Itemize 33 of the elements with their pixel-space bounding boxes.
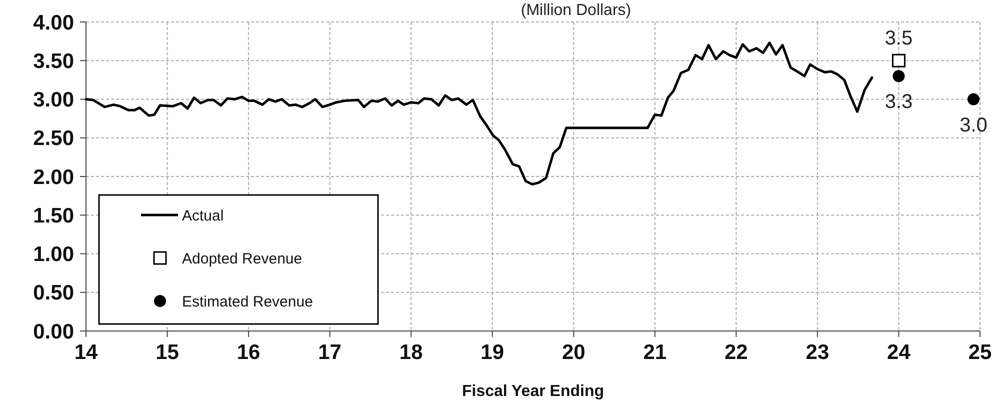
y-tick-label: 0.50	[33, 282, 74, 305]
point	[892, 54, 906, 68]
x-tick-label: 18	[399, 341, 424, 364]
y-tick-label: 3.00	[33, 88, 74, 112]
x-tick-label: 14	[74, 341, 98, 364]
x-tick-label: 23	[806, 341, 830, 364]
y-tick-label: 2.50	[33, 127, 74, 150]
line-series	[84, 42, 874, 186]
x-tick-label: 25	[968, 341, 992, 364]
x-tick-label: 24	[887, 341, 911, 364]
x-tick-label: 21	[643, 341, 667, 364]
x-tick-label: 19	[480, 341, 504, 364]
y-tick-label: 4.00	[33, 11, 74, 34]
x-tick-label: 22	[724, 341, 748, 364]
y-tick-label: 0.00	[33, 320, 74, 344]
x-tick-label: 16	[236, 341, 260, 364]
y-tick-label: 1.50	[33, 204, 74, 228]
y-tick-label: 2.00	[33, 166, 74, 189]
legend-label: Estimated Revenue	[182, 293, 313, 310]
y-tick-label: 3.50	[33, 50, 74, 73]
point	[968, 93, 980, 106]
point	[892, 70, 905, 82]
legend-label: Adopted Revenue	[182, 250, 302, 268]
legend-label: Actual	[182, 207, 224, 224]
data-label: 3.0	[960, 114, 988, 136]
x-tick-label: 20	[562, 341, 586, 364]
chart-title: (Million Dollars)	[520, 2, 632, 19]
data-label: 3.5	[884, 28, 913, 50]
x-tick-label: 15	[156, 341, 180, 364]
x-tick-label: 17	[318, 341, 342, 364]
y-tick-label: 1.00	[33, 243, 74, 266]
x-axis-title: Fiscal Year Ending	[462, 383, 604, 400]
data-label: 3.3	[884, 91, 913, 114]
